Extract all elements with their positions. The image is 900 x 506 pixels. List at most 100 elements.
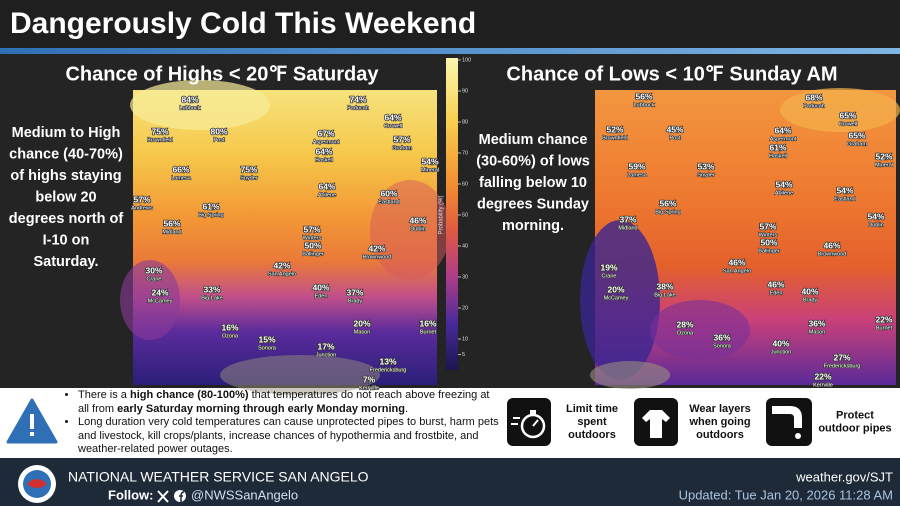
point-city: McCamey	[604, 295, 629, 301]
bullet-text: early Saturday morning through early Mon…	[117, 402, 405, 415]
map-point: 56%Big Spring	[655, 197, 682, 216]
map-point: 19%Crane	[600, 261, 619, 280]
map-description: Medium chance	[479, 132, 588, 148]
point-value: 56%	[163, 218, 180, 228]
point-city: Big Spring	[655, 209, 680, 215]
point-city: Midland	[162, 229, 181, 235]
point-value: 52%	[875, 151, 892, 161]
colorbar-tick-label: 10	[462, 336, 468, 342]
point-value: 68%	[805, 92, 822, 102]
colorbar-tick-label: 100	[462, 57, 471, 63]
colorbar-tick-label: 60	[462, 181, 468, 187]
colorbar-tick-label: 20	[462, 305, 468, 311]
point-value: 84%	[181, 94, 198, 104]
map-point: 54%Mineral	[420, 155, 439, 174]
point-value: 37%	[619, 214, 636, 224]
point-city: Aspermont	[770, 136, 797, 142]
icon-layers	[634, 398, 678, 446]
point-city: Crowell	[839, 121, 857, 127]
map-point: 22%Kerrville	[812, 370, 833, 389]
point-value: 75%	[151, 126, 168, 136]
map-point: 50%Ballinger	[302, 239, 325, 258]
map-point: 38%Big Lake	[654, 280, 677, 299]
map-description: Saturday.	[33, 254, 98, 270]
map-description: falling below 10	[479, 175, 587, 191]
colorbar-label: Probability (%)	[439, 195, 445, 234]
point-city: Brownfield	[602, 135, 628, 141]
point-city: Fredericksburg	[370, 367, 407, 373]
icon-pipe	[766, 398, 812, 446]
title: Dangerously Cold This Weekend	[10, 7, 476, 40]
tip-text: Protect	[836, 409, 874, 421]
point-value: 46%	[409, 215, 426, 225]
colorbar-tick-label: 90	[462, 88, 468, 94]
point-city: Ozona	[677, 330, 694, 336]
map-point: 84%Lubbock	[179, 93, 201, 112]
point-value: 30%	[145, 265, 162, 275]
point-city: Big Lake	[201, 295, 222, 301]
point-value: 36%	[713, 332, 730, 342]
point-value: 37%	[346, 287, 363, 297]
map-point: 33%Big Lake	[201, 283, 224, 302]
point-city: Ballinger	[302, 251, 324, 257]
bullet-text: that temperatures do not reach above fre…	[78, 389, 490, 415]
point-value: 64%	[315, 146, 332, 156]
point-value: 20%	[353, 318, 370, 328]
map-heading: Chance of Highs < 20℉ Saturday	[65, 63, 379, 85]
map-point: 66%Lamesa	[171, 163, 193, 182]
point-city: Ballinger	[758, 248, 780, 254]
footer-bar	[0, 458, 900, 506]
point-value: 27%	[833, 352, 850, 362]
map-description: morning.	[502, 218, 564, 234]
point-value: 40%	[801, 286, 818, 296]
point-city: Post	[669, 135, 680, 141]
point-city: Haskell	[769, 153, 787, 159]
map-point: 67%Aspermont	[312, 127, 340, 146]
map-description: I-10 on	[43, 232, 90, 248]
map-point: 46%Brownwood	[817, 239, 847, 258]
point-value: 56%	[659, 198, 676, 208]
point-city: Andrews	[131, 205, 153, 211]
point-value: 40%	[312, 282, 329, 292]
colorbar-tick-label: 5	[462, 352, 465, 358]
map-point: 13%Fredericksburg	[369, 355, 407, 374]
point-value: 54%	[867, 211, 884, 221]
point-value: 22%	[875, 314, 892, 324]
point-city: Graham	[392, 145, 412, 151]
point-city: Fredericksburg	[824, 363, 861, 369]
map-point: 46%Eden	[767, 278, 786, 297]
point-city: McCamey	[148, 298, 173, 304]
map-point: 68%Paducah	[803, 91, 826, 110]
office-name: NATIONAL WEATHER SERVICE SAN ANGELO	[68, 469, 369, 485]
map-point: 45%Post	[666, 123, 685, 142]
point-city: Eastland	[834, 196, 855, 202]
map-left	[120, 80, 450, 395]
point-city: Sonora	[258, 345, 277, 351]
tip-text: when going	[688, 416, 750, 428]
colorbar-tick-label: 80	[462, 119, 468, 125]
map-point: 46%Dublin	[409, 214, 428, 233]
point-value: 56%	[635, 91, 652, 101]
point-value: 16%	[221, 322, 238, 332]
map-point: 80%Post	[210, 125, 229, 144]
point-city: Winters	[303, 235, 322, 241]
point-value: 36%	[808, 318, 825, 328]
point-city: Lamesa	[627, 172, 648, 178]
point-value: 59%	[628, 161, 645, 171]
map-point: 57%Winters	[758, 220, 778, 239]
point-value: 74%	[349, 94, 366, 104]
point-value: 15%	[258, 334, 275, 344]
point-city: Brady	[803, 297, 818, 303]
point-city: Mineral	[875, 162, 893, 168]
point-city: Mason	[354, 329, 371, 335]
updated-time: Updated: Tue Jan 20, 2026 11:28 AM	[679, 487, 893, 502]
tip-text: spent	[577, 416, 607, 428]
point-city: Junction	[316, 352, 337, 358]
map-point: 57%Graham	[391, 133, 412, 152]
point-value: 65%	[839, 110, 856, 120]
colorbar-tick-label: 50	[462, 212, 468, 218]
map-point: 54%Eastland	[834, 184, 857, 203]
point-value: 61%	[769, 142, 786, 152]
follow-label: Follow:	[108, 487, 154, 502]
tip-text: outdoor pipes	[818, 422, 891, 434]
